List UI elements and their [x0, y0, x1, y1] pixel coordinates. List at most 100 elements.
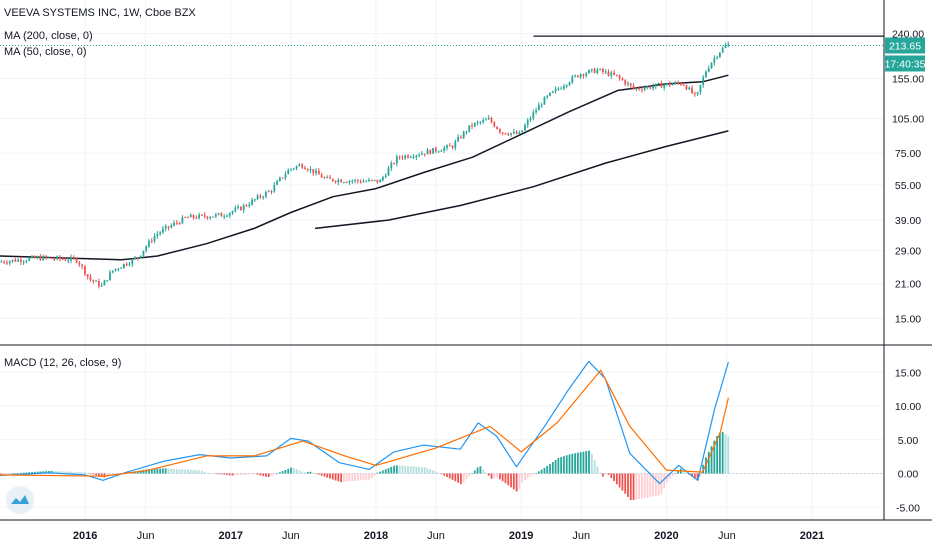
candle-body — [56, 256, 58, 260]
legend-symbol[interactable]: VEEVA SYSTEMS INC, 1W, Cboe BZX — [4, 7, 196, 19]
candle-body — [426, 149, 429, 155]
macd-histogram-bar — [421, 466, 423, 474]
macd-histogram-bar — [251, 473, 253, 475]
macd-histogram-bar — [526, 473, 529, 479]
candle-body — [362, 181, 365, 183]
macd-histogram-bar — [245, 473, 248, 475]
macd-histogram-bar — [496, 473, 499, 479]
macd-histogram-bar — [384, 469, 387, 474]
macd-histogram-bar — [181, 469, 184, 474]
macd-histogram-bar — [696, 473, 699, 481]
candle-body — [512, 131, 515, 134]
candle-body — [248, 204, 251, 206]
candle-body — [253, 199, 256, 201]
macd-histogram-bar — [554, 460, 557, 474]
macd-histogram-bar — [287, 468, 290, 474]
macd-histogram-bar — [70, 471, 72, 474]
y-tick-label: 105.00 — [892, 113, 924, 125]
macd-histogram-bar — [585, 451, 588, 474]
macd-histogram-bar — [8, 473, 11, 475]
macd-histogram-bar — [270, 473, 273, 476]
candle-body — [173, 222, 175, 226]
macd-histogram-bar — [39, 471, 42, 474]
legend-ma200[interactable]: MA (200, close, 0) — [4, 30, 93, 42]
candle-body — [201, 214, 203, 216]
candle-body — [25, 260, 28, 262]
macd-histogram-bar — [0, 473, 3, 475]
macd-histogram-bar — [64, 471, 67, 474]
macd-histogram-bar — [3, 473, 6, 475]
candle-body — [72, 257, 75, 259]
candle-body — [473, 122, 476, 127]
candle-body — [19, 259, 22, 263]
candle-body — [529, 118, 532, 121]
candle-body — [421, 153, 423, 155]
candle-body — [153, 236, 156, 242]
candle-body — [602, 68, 604, 72]
candle-body — [326, 177, 329, 179]
candle-body — [111, 270, 114, 273]
macd-histogram-bar — [448, 473, 451, 479]
tradingview-logo-icon[interactable] — [6, 486, 34, 514]
legend-ma50[interactable]: MA (50, close, 0) — [4, 46, 87, 58]
candle-body — [212, 216, 214, 218]
candle-body — [599, 68, 602, 70]
candle-body — [92, 279, 95, 282]
candle-body — [33, 256, 36, 259]
candle-body — [432, 148, 434, 154]
macd-histogram-bar — [560, 457, 563, 474]
macd-histogram-bar — [713, 440, 716, 474]
candle-body — [727, 44, 730, 46]
candle-body — [465, 131, 468, 133]
macd-histogram-bar — [632, 473, 635, 501]
macd-histogram-bar — [429, 469, 432, 474]
candle-body — [22, 261, 25, 263]
macd-histogram-bar — [290, 467, 292, 474]
candle-body — [457, 137, 460, 142]
macd-histogram-bar — [613, 473, 615, 482]
candle-body — [641, 89, 643, 91]
y-tick-label: 15.00 — [895, 313, 921, 325]
candle-body — [585, 73, 588, 76]
macd-histogram-bar — [61, 471, 64, 474]
macd-histogram-bar — [239, 473, 242, 476]
macd-histogram-bar — [671, 473, 674, 476]
candle-body — [340, 179, 343, 183]
macd-line — [0, 360, 729, 485]
candle-body — [292, 168, 295, 170]
macd-histogram-bar — [574, 453, 576, 474]
badge-layer: 213.65 17:40:35 — [0, 37, 926, 72]
candle-body — [482, 120, 485, 122]
candle-body — [487, 117, 490, 120]
macd-lines — [0, 360, 729, 485]
legend-macd[interactable]: MACD (12, 26, close, 9) — [4, 357, 122, 369]
macd-histogram-bar — [407, 466, 409, 474]
candle-body — [28, 258, 31, 261]
candle-body — [384, 175, 387, 178]
macd-histogram-bar — [164, 468, 167, 474]
macd-histogram-bar — [596, 466, 599, 474]
candle-body — [265, 191, 267, 197]
macd-histogram-bar — [476, 467, 479, 474]
candle-body — [549, 92, 551, 96]
candle-body — [451, 146, 454, 148]
macd-histogram-bar — [33, 471, 36, 474]
candle-body — [551, 91, 554, 93]
candle-body — [189, 214, 192, 218]
macd-histogram-bar — [515, 473, 518, 492]
macd-histogram-bar — [317, 473, 320, 475]
candle-body — [214, 214, 217, 217]
candle-body — [231, 211, 234, 214]
macd-histogram-bar — [549, 464, 551, 474]
macd-histogram-bar — [618, 473, 621, 488]
macd-histogram-bar — [198, 470, 201, 474]
macd-histogram-bar — [203, 471, 206, 474]
macd-y-tick-label: 10.00 — [895, 401, 921, 413]
candle-body — [50, 257, 53, 259]
x-tick-label: Jun — [572, 530, 590, 542]
candle-body — [329, 177, 331, 179]
macd-histogram-bar — [579, 452, 582, 474]
ma200-line — [315, 130, 729, 230]
macd-histogram-bar — [362, 473, 365, 481]
candle-body — [343, 182, 345, 184]
